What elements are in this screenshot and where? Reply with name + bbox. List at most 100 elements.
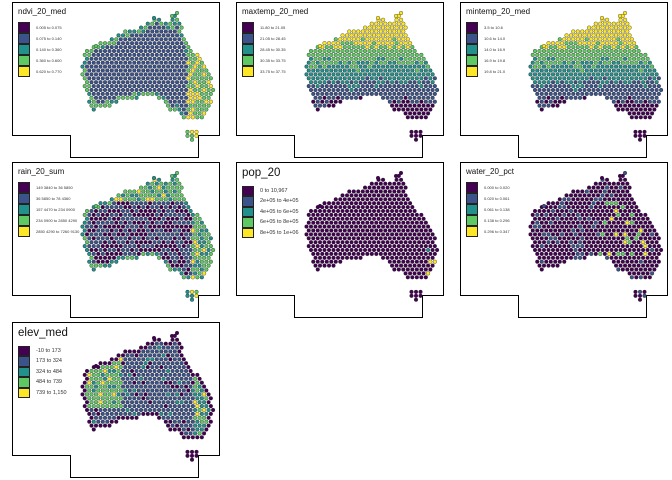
- hex-cell: [412, 72, 417, 77]
- hex-cell: [322, 208, 327, 214]
- hex-cell: [432, 84, 437, 89]
- legend-item: 4e+05 to 6e+05: [242, 206, 299, 217]
- legend-label: 0.061 to 0.138: [484, 207, 510, 212]
- hex-cell: [338, 99, 343, 104]
- hex-cell: [555, 64, 560, 69]
- hex-cell: [177, 84, 182, 89]
- hex-cell: [392, 60, 397, 65]
- hex-cell: [625, 99, 630, 104]
- hex-cell: [618, 103, 623, 108]
- hex-cell: [632, 56, 637, 61]
- hex-cell: [121, 64, 126, 69]
- legend-title: pop_20: [242, 167, 281, 179]
- hex-cell: [208, 419, 213, 424]
- hex-cell: [541, 247, 547, 253]
- hex-cell: [596, 48, 601, 54]
- hex-cell: [107, 72, 112, 77]
- hex-cell: [591, 41, 596, 46]
- hex-cell: [96, 396, 101, 401]
- hex-cell: [589, 45, 594, 50]
- hex-cell: [367, 64, 372, 69]
- hex-cell: [112, 407, 117, 413]
- hex-cell: [159, 205, 164, 210]
- hex-cell: [376, 208, 381, 214]
- hex-cell: [189, 129, 195, 134]
- hex-cell: [157, 87, 162, 93]
- hex-cell: [161, 56, 166, 61]
- hex-cell: [401, 37, 406, 42]
- hex-cell: [132, 372, 137, 377]
- legend-swatch: [466, 44, 478, 55]
- hex-cell: [548, 99, 553, 104]
- hex-cell: [399, 72, 404, 77]
- hex-cell: [598, 68, 603, 73]
- hex-cell: [157, 224, 162, 229]
- hex-cell: [91, 411, 96, 416]
- hex-cell: [320, 228, 325, 233]
- hex-cell: [405, 99, 410, 104]
- hex-cell: [333, 205, 338, 210]
- hex-cell: [593, 91, 598, 96]
- hex-cell: [340, 95, 345, 100]
- hex-cell: [535, 228, 540, 233]
- hex-cell: [118, 212, 123, 217]
- hex-cell: [414, 228, 419, 233]
- hex-cells: [80, 170, 216, 302]
- hex-cell: [87, 212, 92, 217]
- hex-cell: [127, 91, 132, 96]
- hex-cell: [109, 76, 114, 81]
- hex-cell: [553, 68, 558, 73]
- hex-cell: [580, 189, 585, 194]
- hex-cell: [347, 205, 352, 210]
- legend-swatch: [18, 193, 30, 204]
- hex-cell: [550, 208, 556, 214]
- hex-cell: [333, 228, 338, 233]
- hex-cell: [634, 91, 639, 96]
- hex-cell: [401, 68, 406, 73]
- hex-cell: [136, 357, 141, 362]
- hex-cell: [96, 212, 101, 217]
- hex-cell: [186, 45, 191, 50]
- hex-cell: [602, 212, 607, 217]
- hex-cell: [637, 133, 643, 138]
- hex-cell: [412, 263, 417, 268]
- hex-cell: [96, 236, 101, 241]
- hex-cell: [376, 201, 381, 206]
- hex-cell: [354, 255, 359, 260]
- hex-cell: [197, 64, 202, 69]
- hex-cell: [114, 52, 119, 57]
- hex-cell: [324, 228, 329, 233]
- hex-cell: [345, 208, 350, 214]
- hex-cell: [616, 37, 621, 42]
- hex-cell: [396, 205, 401, 210]
- hex-cell: [414, 84, 419, 89]
- hex-cell: [188, 263, 193, 268]
- hex-cell: [530, 76, 535, 81]
- hex-cell: [98, 392, 103, 397]
- hex-cell: [168, 181, 173, 186]
- hex-cell: [132, 45, 137, 50]
- hex-cell: [532, 48, 538, 54]
- legend-swatch: [242, 217, 254, 228]
- hex-cell: [609, 80, 614, 85]
- hex-cell: [132, 228, 137, 233]
- hex-cell: [177, 380, 182, 385]
- hex-cell: [150, 349, 155, 354]
- hex-cell: [605, 64, 610, 69]
- hex-cell: [80, 232, 85, 237]
- hex-cell: [179, 247, 184, 253]
- hex-cell: [376, 33, 381, 38]
- hex-cell: [313, 255, 318, 260]
- hex-cell: [369, 197, 374, 202]
- hex-cell: [202, 271, 207, 276]
- hex-cell: [354, 216, 359, 221]
- hex-cell: [170, 232, 175, 237]
- hex-cell: [627, 247, 632, 253]
- hex-cell: [333, 236, 338, 241]
- hex-cell: [148, 361, 153, 366]
- hex-cell: [157, 392, 162, 397]
- hex-cell: [401, 91, 406, 96]
- hex-cell: [618, 208, 623, 214]
- hex-cell: [555, 56, 560, 61]
- hex-cell: [102, 208, 108, 214]
